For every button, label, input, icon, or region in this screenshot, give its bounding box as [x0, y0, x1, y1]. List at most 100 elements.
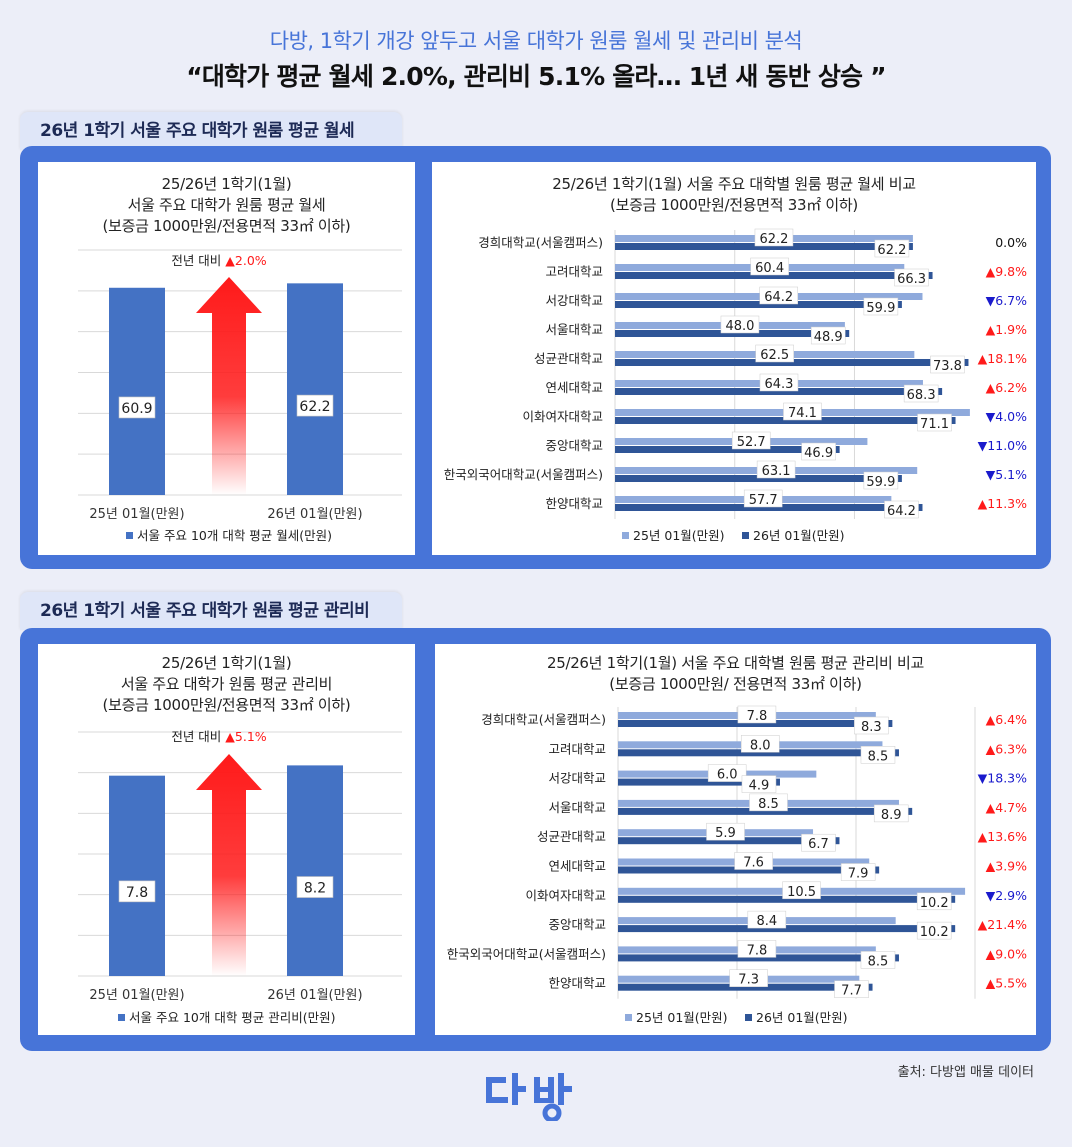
data-label: 52.7	[737, 435, 766, 450]
data-label: 48.0	[725, 319, 754, 334]
bar-26	[615, 243, 913, 250]
univ-rent-chart: 경희대학교(서울캠퍼스) 62.2 62.2 0.0% 고려대학교 60.4 66.3 ▲9.…	[444, 228, 1027, 543]
avg-rent-card: 25/26년 1학기(1월) 서울 주요 대학가 원룸 평균 월세 (보증금 1…	[38, 162, 415, 555]
data-label: 73.8	[933, 359, 962, 374]
data-label-box	[834, 980, 869, 998]
data-label-box	[840, 863, 876, 881]
bar-26	[615, 272, 933, 279]
category-label: 한국외국어대학교(서울캠퍼스)	[447, 946, 606, 961]
data-label: 7.9	[848, 867, 869, 882]
legend-label: 서울 주요 10개 대학 평균 월세(만원)	[137, 528, 332, 543]
legend-swatch	[126, 532, 133, 539]
category-label: 한양대학교	[548, 976, 606, 991]
category-label: 26년 01월(만원)	[267, 507, 362, 522]
change-value: ▲5.5%	[986, 976, 1027, 991]
chart-title-line: (보증금 1000만원/ 전용면적 33㎡ 이하)	[609, 675, 862, 693]
chart-title-line: (보증금 1000만원/전용면적 33㎡ 이하)	[102, 217, 351, 235]
category-label: 25년 01월(만원)	[89, 507, 184, 522]
data-label-box	[737, 940, 777, 958]
data-label: 6.7	[808, 837, 829, 852]
change-value: ▼18.3%	[978, 771, 1027, 786]
data-label-box	[731, 431, 771, 450]
data-label-box	[863, 471, 899, 490]
data-label-box	[118, 880, 156, 903]
univ-rent-card: 25/26년 1학기(1월) 서울 주요 대학별 원룸 평균 월세 비교 (보증…	[432, 162, 1036, 555]
bar-26	[615, 388, 943, 395]
legend-swatch	[742, 532, 749, 539]
data-label-box	[782, 881, 821, 900]
bar-26	[615, 504, 923, 511]
avg-rent-chart-title: 25/26년 1학기(1월) 서울 주요 대학가 원룸 평균 월세 (보증금 1…	[38, 174, 415, 237]
chart-title-line: 서울 주요 대학가 원룸 평균 관리비	[120, 675, 333, 693]
chart-title-line: 25/26년 1학기(1월)	[161, 175, 292, 193]
data-label: 8.2	[304, 881, 326, 897]
bar-26	[615, 417, 956, 424]
header-subtitle: 다방, 1학기 개강 앞두고 서울 대학가 원룸 월세 및 관리비 분석	[269, 29, 803, 53]
change-label: 전년 대비 ▲2.0%	[171, 253, 266, 268]
category-label: 경희대학교(서울캠퍼스)	[478, 235, 603, 250]
bar-26	[615, 330, 850, 337]
change-value: ▲21.4%	[978, 917, 1027, 932]
data-label-box	[755, 344, 794, 363]
data-label-box	[801, 833, 836, 852]
data-label: 66.3	[897, 272, 926, 287]
data-label: 8.0	[750, 738, 771, 753]
data-label: 59.9	[866, 475, 895, 490]
bar-26	[615, 446, 840, 453]
chart-title-line: 25/26년 1학기(1월) 서울 주요 대학별 원룸 평균 월세 비교	[552, 175, 916, 193]
legend-swatch	[622, 532, 629, 539]
chart-title-line: 25/26년 1학기(1월)	[161, 654, 292, 672]
data-label-box	[894, 268, 929, 287]
data-label: 68.3	[907, 388, 936, 403]
data-label: 64.2	[887, 504, 916, 519]
legend-swatch	[745, 1014, 752, 1021]
data-label-box	[903, 384, 939, 403]
change-value: 0.0%	[995, 235, 1027, 250]
bar	[109, 775, 165, 976]
data-label: 60.4	[755, 261, 784, 276]
change-value: ▲4.7%	[986, 800, 1027, 815]
increase-arrow-icon	[196, 754, 262, 976]
category-label: 서강대학교	[548, 771, 606, 786]
legend-swatch	[118, 1014, 125, 1021]
data-label-box	[874, 239, 910, 258]
data-label-box	[296, 876, 334, 898]
change-value: ▲6.4%	[986, 712, 1027, 727]
data-label: 62.2	[759, 232, 788, 247]
legend-label: 25년 01월(만원)	[636, 1010, 728, 1025]
data-label: 8.3	[861, 720, 882, 735]
data-label-box	[737, 705, 777, 724]
category-label: 고려대학교	[548, 741, 606, 756]
data-label-box	[296, 394, 334, 417]
data-label-box	[743, 489, 783, 508]
section-tab-fee: 26년 1학기 서울 주요 대학가 원룸 평균 관리비	[20, 592, 402, 630]
avg-fee-chart-title: 25/26년 1학기(1월) 서울 주요 대학가 원룸 평균 관리비 (보증금 …	[38, 653, 415, 716]
bar-26	[615, 301, 902, 308]
data-label: 6.0	[717, 768, 738, 783]
data-label-box	[734, 852, 773, 870]
data-label-box	[759, 373, 799, 392]
data-label-box	[884, 500, 919, 519]
avg-fee-chart: 7.8 25년 01월(만원) 8.2 26년 01월(만원) 전년 대비 ▲5.1% 서…	[78, 729, 402, 1025]
univ-fee-card: 25/26년 1학기(1월) 서울 주요 대학별 원룸 평균 관리비 비교 (보…	[435, 644, 1036, 1035]
bar-26	[618, 720, 893, 727]
category-label: 중앙대학교	[545, 438, 603, 453]
category-label: 연세대학교	[548, 859, 606, 874]
chart-title-line: 25/26년 1학기(1월) 서울 주요 대학별 원룸 평균 관리비 비교	[546, 654, 925, 672]
change-value: ▼2.9%	[986, 888, 1027, 903]
data-label: 46.9	[804, 446, 833, 461]
change-value: ▲13.6%	[978, 829, 1027, 844]
bar-26	[615, 359, 969, 366]
data-label-box	[759, 286, 798, 305]
bar-26	[618, 925, 956, 933]
data-label: 7.8	[126, 885, 148, 901]
data-label: 4.9	[749, 779, 770, 794]
data-label-box	[749, 793, 788, 812]
data-label-box	[863, 297, 899, 316]
section-tab-rent: 26년 1학기 서울 주요 대학가 원룸 평균 월세	[20, 112, 402, 150]
bar-26	[618, 749, 899, 757]
legend-label: 서울 주요 10개 대학 평균 관리비(만원)	[129, 1010, 336, 1025]
category-label: 성균관대학교	[537, 829, 606, 844]
data-label-box	[860, 746, 896, 764]
data-label-box	[754, 228, 794, 247]
